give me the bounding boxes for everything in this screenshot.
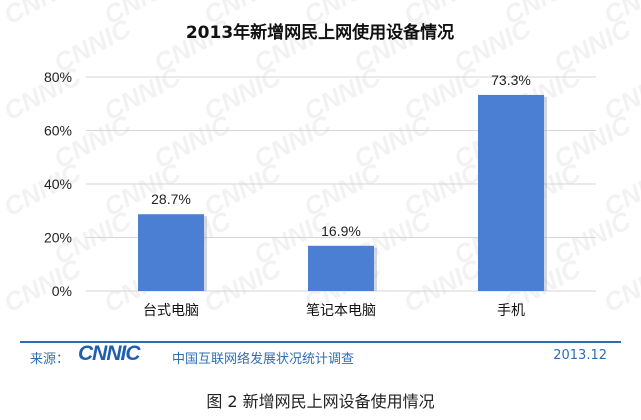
y-tick-label: 20% <box>44 230 72 246</box>
y-tick-label: 40% <box>44 176 72 192</box>
watermark-text: CNNIC <box>399 253 487 319</box>
source-date: 2013.12 <box>553 348 607 363</box>
source-organization: 中国互联网络发展状况统计调查 <box>172 352 355 367</box>
y-tick-label: 60% <box>44 123 72 139</box>
watermark-text: CNNIC <box>199 253 287 319</box>
chart-title: 2013年新增网民上网使用设备情况 <box>186 22 454 43</box>
watermark-text: CNNIC <box>0 253 87 319</box>
cnnic-logo: CNNIC <box>78 342 140 365</box>
bar-value-label: 28.7% <box>151 191 191 207</box>
bar-value-label: 16.9% <box>321 223 361 239</box>
x-tick-label: 笔记本电脑 <box>306 303 376 319</box>
bar <box>308 245 374 291</box>
x-tick-label: 台式电脑 <box>143 303 199 319</box>
watermark-text: CNNIC <box>0 0 87 30</box>
bar <box>478 94 544 291</box>
bar <box>138 214 204 291</box>
footer-divider <box>20 341 621 343</box>
y-tick-label: 80% <box>44 69 72 85</box>
source-label: 来源： <box>30 352 70 367</box>
bar-value-label: 73.3% <box>491 72 531 88</box>
figure-caption: 图 2 新增网民上网设备使用情况 <box>206 392 435 411</box>
chart-frame: CNNIC CNNIC CNNIC CNNIC CNNIC CNNIC CNNIC CNNIC… <box>0 0 641 367</box>
watermark-text: CNNIC <box>599 253 641 319</box>
y-tick-label: 0% <box>52 283 72 299</box>
x-tick-label: 手机 <box>497 303 525 319</box>
